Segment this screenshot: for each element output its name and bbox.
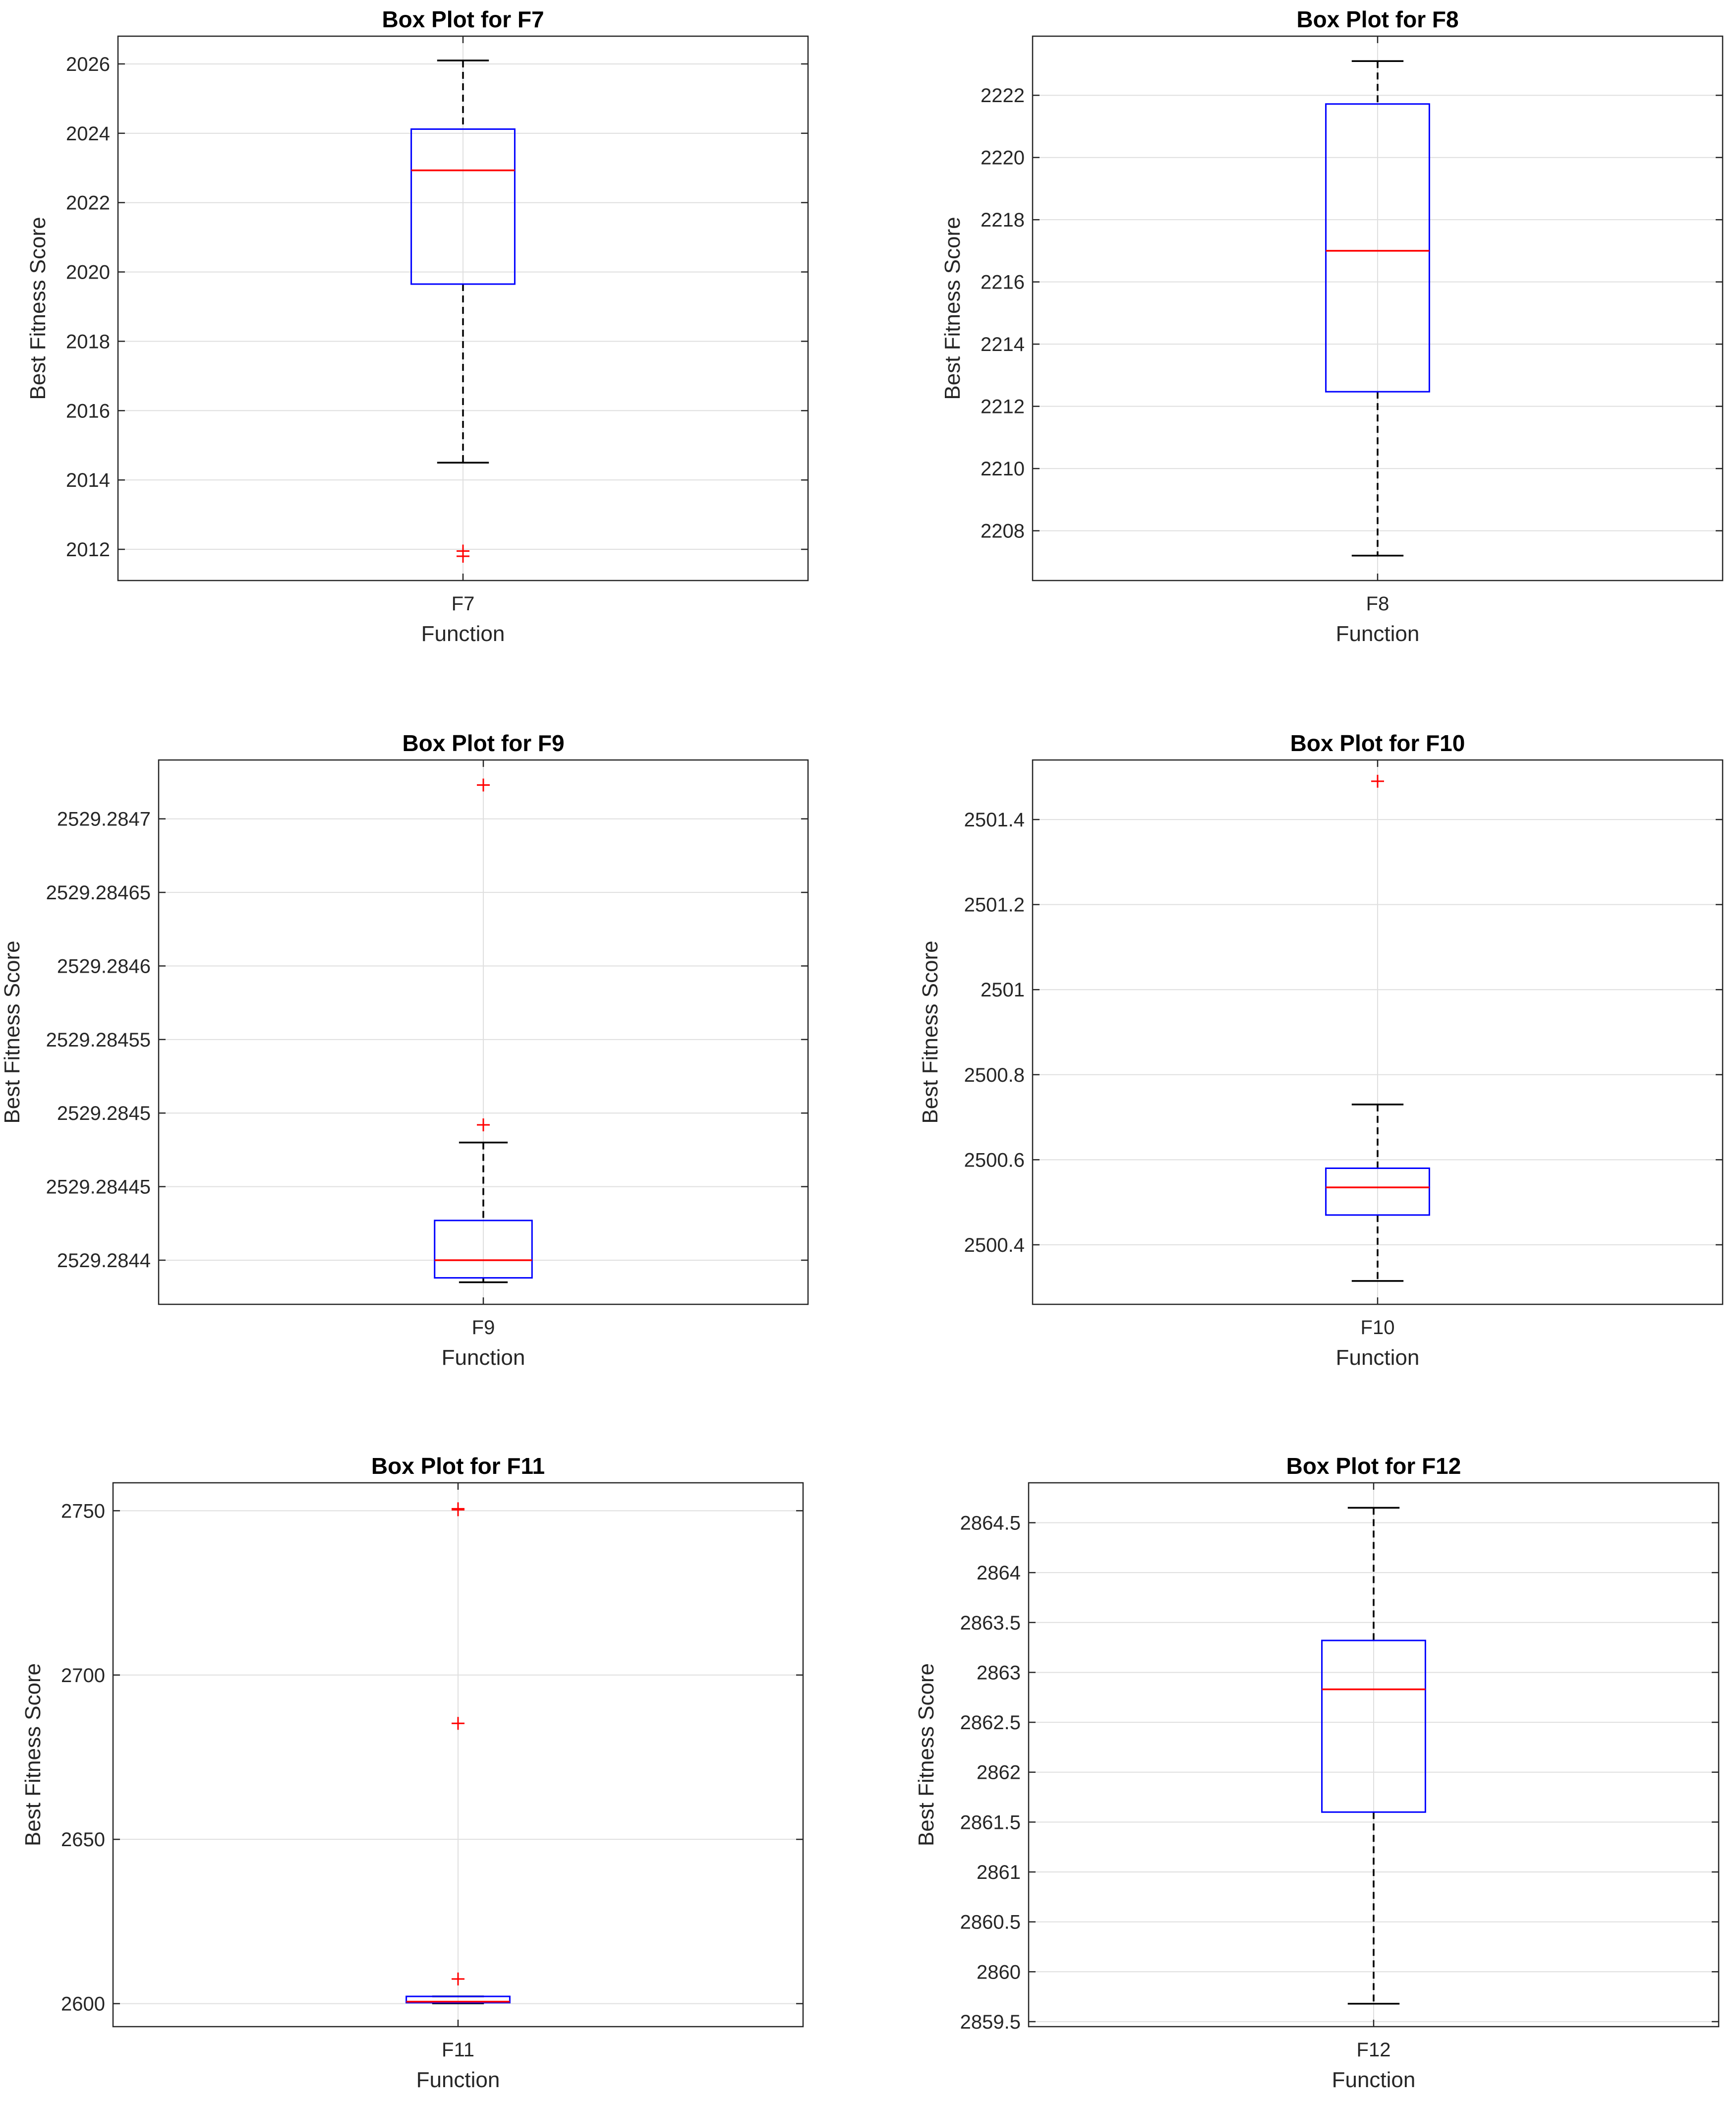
y-tick-label: 2500.6 [964,1149,1025,1171]
chart-panel: 2208 2210 2212 2214 2216 2218 2220 2222 F8 Box Pl… [940,6,1724,646]
y-axis-label: Best Fitness Score [940,217,965,400]
x-tick-label: F8 [1366,593,1389,615]
chart-title: Box Plot for F10 [1290,730,1465,756]
chart-title: Box Plot for F7 [382,6,544,32]
y-tick-label: 2501.4 [964,809,1025,831]
y-tick-label: 2220 [981,147,1025,169]
y-tick-label: 2750 [61,1500,105,1522]
y-tick-label: 2863 [977,1662,1021,1684]
y-tick-label: 2860 [977,1961,1021,1983]
chart-title: Box Plot for F9 [402,730,564,756]
outlier-marker [457,550,469,563]
iqr-box [1325,1167,1430,1216]
x-tick-label: F9 [472,1317,495,1339]
x-axis-label: Function [442,1345,525,1370]
x-axis-label: Function [1336,1345,1420,1370]
chart-panel: 2529.2844 2529.28445 2529.2845 2529.28455 25… [0,730,809,1370]
x-tick-label: F12 [1357,2039,1391,2061]
y-tick-label: 2529.28455 [46,1029,151,1051]
y-tick-label: 2529.28445 [46,1176,151,1198]
y-tick-label: 2863.5 [960,1612,1021,1634]
y-tick-label: 2212 [981,396,1025,418]
y-tick-label: 2861.5 [960,1811,1021,1833]
y-tick-label: 2529.2846 [57,955,151,977]
y-tick-label: 2026 [66,54,110,75]
y-axis-label: Best Fitness Score [0,940,24,1123]
outlier-marker [452,1717,464,1730]
y-tick-label: 2529.2847 [57,809,151,830]
y-tick-label: 2529.28465 [46,882,151,904]
chart-title: Box Plot for F8 [1296,6,1458,32]
y-tick-label: 2216 [981,272,1025,293]
y-axis-label: Best Fitness Score [21,1663,45,1846]
y-tick-label: 2014 [66,469,110,491]
chart-panel: 2500.4 2500.6 2500.8 2501 2501.2 2501.4 F10 Box… [918,730,1724,1370]
x-tick-label: F7 [452,593,475,615]
y-tick-label: 2016 [66,400,110,422]
iqr-box [410,128,516,285]
y-tick-label: 2860.5 [960,1912,1021,1933]
y-tick-label: 2218 [981,209,1025,231]
y-tick-label: 2020 [66,262,110,284]
chart-title: Box Plot for F12 [1286,1453,1461,1479]
iqr-box [1321,1639,1426,1813]
y-tick-label: 2862 [977,1762,1021,1784]
y-tick-label: 2529.2845 [57,1103,151,1124]
y-tick-label: 2501.2 [964,894,1025,916]
y-tick-label: 2214 [981,334,1025,355]
y-tick-label: 2012 [66,539,110,561]
x-tick-label: F10 [1361,1317,1395,1339]
y-tick-label: 2864.5 [960,1513,1021,1534]
x-axis-label: Function [421,622,505,646]
iqr-box [434,1220,533,1279]
y-tick-label: 2022 [66,192,110,214]
y-tick-label: 2208 [981,521,1025,542]
y-tick-label: 2861 [977,1862,1021,1883]
y-tick-label: 2024 [66,123,110,145]
y-tick-label: 2862.5 [960,1712,1021,1734]
y-tick-label: 2222 [981,85,1025,107]
y-tick-label: 2210 [981,458,1025,480]
y-tick-label: 2650 [61,1829,105,1851]
chart-panel: 2859.5 2860 2860.5 2861 2861.5 2862 2862.5 2863… [914,1453,1720,2092]
chart-panel: 2600 2650 2700 2750 F11 Box Plot for F11 Funct… [21,1453,804,2092]
y-tick-label: 2529.2844 [57,1250,151,1272]
iqr-box [1325,103,1430,393]
y-axis-label: Best Fitness Score [26,217,50,400]
y-tick-label: 2501 [981,979,1025,1001]
y-tick-label: 2859.5 [960,2011,1021,2033]
outlier-marker [452,1503,464,1517]
y-tick-label: 2018 [66,331,110,352]
y-tick-label: 2500.4 [964,1234,1025,1256]
x-axis-label: Function [1336,622,1420,646]
outlier-marker [477,778,490,792]
outlier-marker [1371,774,1384,788]
y-tick-label: 2864 [977,1562,1021,1584]
x-axis-label: Function [1332,2068,1416,2092]
chart-title: Box Plot for F11 [371,1453,545,1479]
outlier-marker [477,1118,490,1131]
y-axis-label: Best Fitness Score [918,940,942,1123]
y-tick-label: 2700 [61,1665,105,1687]
y-tick-label: 2600 [61,1993,105,2015]
iqr-box [405,1995,511,2004]
outlier-marker [452,1972,464,1985]
chart-panel: 2012 2014 2016 2018 2020 2022 2024 2026 F7 Box Pl… [26,6,809,646]
y-axis-label: Best Fitness Score [914,1663,938,1846]
x-tick-label: F11 [442,2039,474,2061]
y-tick-label: 2500.8 [964,1064,1025,1086]
x-axis-label: Function [416,2068,500,2092]
